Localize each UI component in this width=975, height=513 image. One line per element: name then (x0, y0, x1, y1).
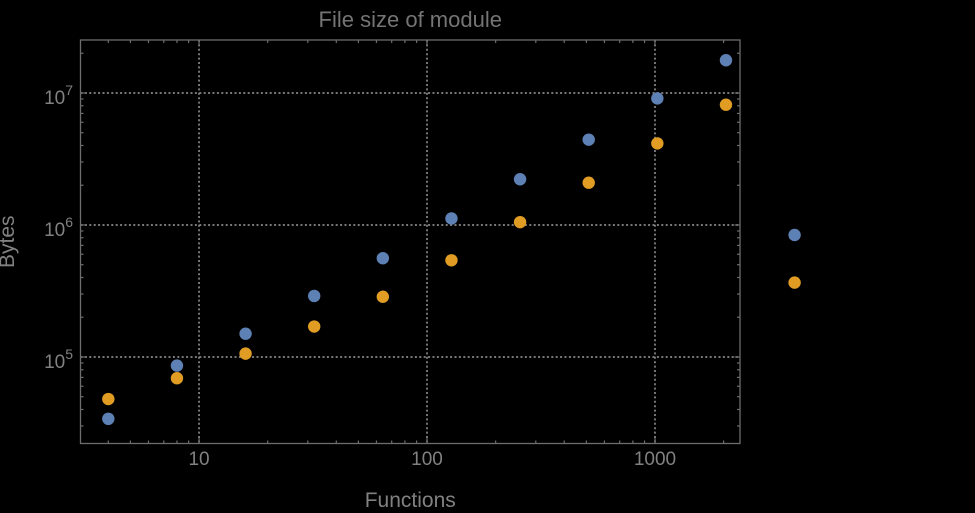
chart-title: File size of module (319, 7, 502, 32)
series-blue-point (788, 228, 801, 242)
series-orange-point (102, 392, 115, 406)
series-blue-point (102, 412, 115, 426)
plot-frame (79, 39, 741, 445)
series-orange-point (651, 137, 664, 150)
x-tick-label: 1000 (634, 449, 676, 470)
y-tick-label: 105 (44, 346, 73, 373)
series-orange-point (582, 176, 595, 189)
series-blue-point (239, 327, 252, 340)
data-points (102, 54, 801, 426)
series-blue-point (170, 359, 184, 372)
series-orange-point (445, 254, 458, 267)
series-orange-point (170, 372, 184, 385)
series-blue-point (582, 133, 595, 146)
series-orange-point (376, 290, 390, 303)
series-orange-point (239, 347, 252, 360)
series-blue-point (513, 173, 527, 186)
x-axis-label: Functions (365, 489, 456, 512)
x-tick-label: 10 (188, 449, 209, 470)
series-orange-point (513, 215, 527, 229)
y-axis-label: Bytes (0, 215, 19, 268)
series-blue-point (308, 289, 321, 303)
axis-tick-labels: 10 100 1000 105 106 107 (44, 82, 676, 470)
axis-ticks (80, 40, 740, 444)
series-blue-point (445, 212, 458, 225)
series-blue-point (719, 54, 733, 67)
series-blue-point (376, 252, 390, 265)
series-blue-point (651, 92, 664, 105)
series-orange-point (788, 276, 801, 289)
x-tick-label: 100 (411, 449, 443, 470)
y-tick-label: 107 (44, 82, 73, 109)
y-tick-exponent: 7 (65, 82, 73, 98)
y-tick-label: 106 (44, 214, 73, 241)
y-tick-exponent: 6 (65, 214, 73, 230)
gridlines (80, 40, 740, 444)
y-tick-exponent: 5 (65, 346, 73, 362)
series-orange-point (719, 98, 733, 111)
series-orange-point (308, 320, 321, 333)
